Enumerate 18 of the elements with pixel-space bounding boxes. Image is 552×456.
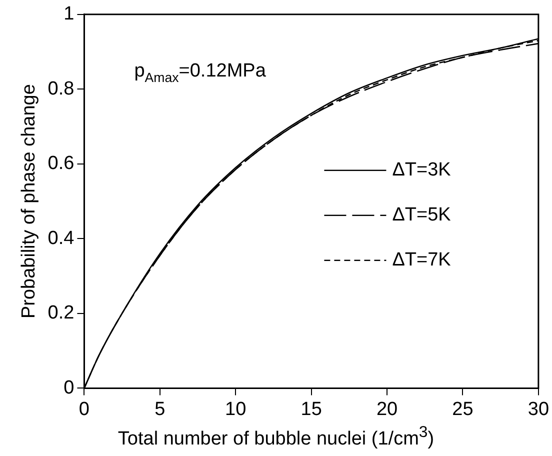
x-tick-label: 10 [225, 398, 246, 420]
y-tick-label: 0.4 [48, 228, 75, 249]
y-tick-label: 1 [64, 4, 74, 25]
x-tick-label: 0 [78, 398, 90, 420]
x-tick-label: 5 [154, 398, 166, 420]
x-tick-label: 25 [452, 398, 474, 420]
y-tick-label: 0.6 [48, 153, 74, 174]
y-tick-label: 0.2 [48, 302, 74, 324]
x-axis-title: Total number of bubble nuclei (1/cm$^{3}$) [116, 424, 436, 450]
legend-label: ΔT=3K [392, 160, 452, 181]
legend-label: ΔT=5K [392, 204, 452, 226]
y-tick-label: 0.8 [48, 78, 74, 100]
legend-label: ΔT=7K [392, 250, 452, 271]
x-tick-label: 15 [300, 398, 322, 420]
y-axis-title: Probability of phase change [18, 84, 40, 319]
x-tick-label: 20 [376, 398, 398, 420]
x-tick-label: 30 [528, 398, 550, 420]
y-tick-label: 0 [64, 377, 74, 398]
